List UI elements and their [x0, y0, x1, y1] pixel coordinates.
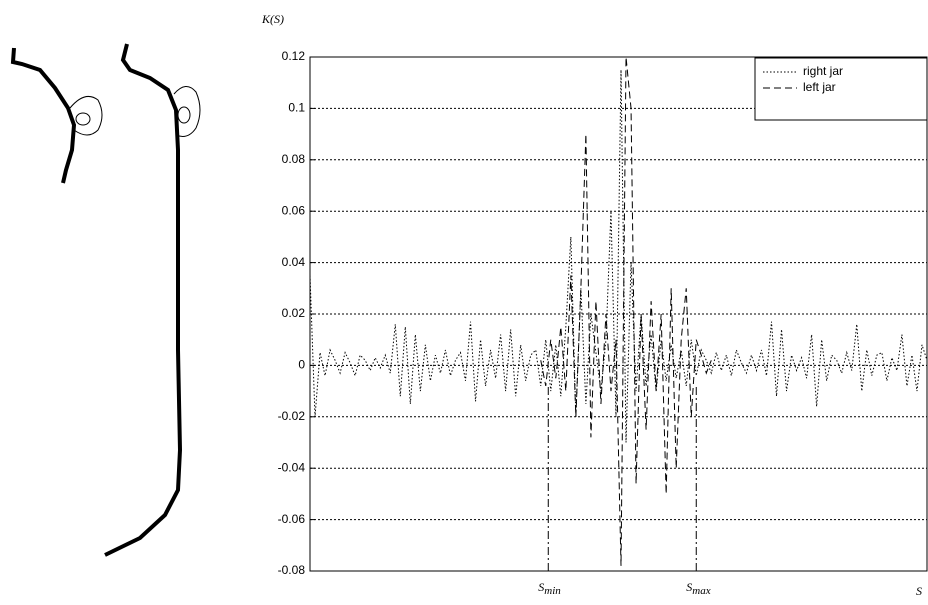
- legend-box: [754, 57, 928, 121]
- marker-label-main: S: [538, 580, 544, 594]
- left-jar-handle: [173, 86, 201, 137]
- y-tick-label: -0.04: [278, 460, 306, 474]
- right-jar-handle-hole: [75, 112, 91, 126]
- series-line: [309, 69, 928, 443]
- marker-label: Smin: [538, 580, 561, 597]
- y-tick-label: 0.02: [282, 306, 306, 320]
- left-jar-handle-hole: [177, 106, 191, 124]
- y-tick-label: 0.1: [288, 101, 305, 115]
- y-tick-label: 0.04: [282, 255, 306, 269]
- jar-drawings: [10, 43, 201, 557]
- y-axis-label: K(S): [261, 12, 284, 26]
- marker-label-sub: min: [544, 585, 561, 597]
- y-tick-label: -0.06: [278, 512, 306, 526]
- y-tick-label: -0.08: [278, 563, 306, 577]
- y-tick-label: 0.08: [282, 152, 306, 166]
- right-jar-handle: [69, 95, 103, 136]
- marker-label-main: S: [686, 580, 692, 594]
- marker-label-sub: max: [692, 585, 710, 597]
- marker-label: Smax: [686, 580, 710, 597]
- series-line: [540, 56, 712, 566]
- legend-label: right jar: [803, 64, 843, 78]
- y-tick-label: -0.02: [278, 409, 306, 423]
- y-tick-label: 0.06: [282, 203, 306, 217]
- legend-label: left jar: [803, 80, 836, 94]
- y-tick-label: 0.12: [282, 49, 306, 63]
- y-tick-label: 0: [298, 358, 305, 372]
- right-jar-profile: [10, 47, 77, 184]
- x-axis-label: S: [916, 584, 922, 598]
- left-jar-profile: [104, 43, 183, 557]
